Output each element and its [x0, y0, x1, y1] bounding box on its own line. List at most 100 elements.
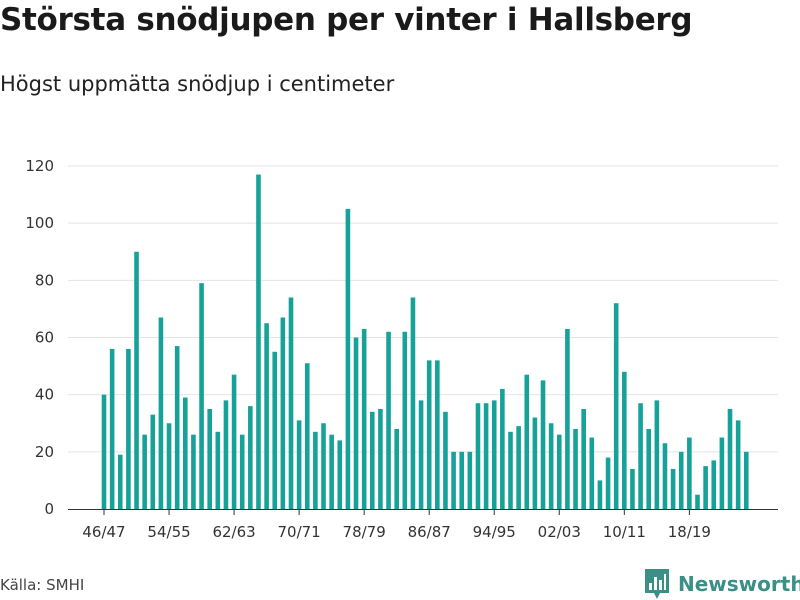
bar — [443, 411, 448, 509]
bar — [231, 374, 237, 509]
brand-logo[interactable]: Newsworthy — [644, 568, 800, 600]
x-tick-label: 94/95 — [473, 523, 516, 541]
x-tick-label: 70/71 — [278, 523, 321, 541]
bar — [191, 434, 196, 509]
source-note: Källa: SMHI — [0, 576, 85, 594]
bar — [467, 451, 473, 509]
bar — [491, 400, 497, 509]
y-tick-label: 80 — [35, 271, 54, 289]
bar — [483, 403, 489, 509]
bar — [589, 437, 595, 509]
bar — [687, 437, 692, 509]
bar — [695, 494, 700, 509]
bar — [475, 403, 481, 509]
bar — [304, 363, 310, 509]
bar — [150, 414, 156, 509]
bar — [670, 468, 676, 509]
bar — [703, 466, 708, 510]
bar — [296, 420, 302, 509]
bar — [540, 380, 546, 510]
bar — [597, 480, 603, 509]
bar — [662, 443, 668, 509]
chart-title: Största snödjupen per vinter i Hallsberg — [0, 2, 693, 38]
bar — [646, 428, 652, 509]
y-tick-label: 0 — [44, 500, 54, 518]
bar — [613, 303, 619, 509]
bar — [426, 360, 432, 509]
bar — [435, 360, 440, 509]
bar — [101, 394, 107, 509]
bar — [556, 434, 562, 509]
bar — [158, 317, 164, 509]
x-tick-label: 54/55 — [147, 523, 190, 541]
bar — [207, 408, 212, 509]
y-tick-label: 40 — [35, 386, 54, 404]
bar — [459, 451, 465, 509]
bar — [337, 440, 343, 509]
bar — [402, 331, 408, 509]
brand-name: Newsworthy — [678, 572, 800, 596]
bar-chart-flag-icon — [645, 569, 669, 599]
bar — [516, 426, 521, 509]
bar — [288, 297, 294, 509]
y-tick-label: 20 — [35, 443, 54, 461]
bar — [378, 408, 383, 509]
bar — [386, 331, 391, 509]
bar — [548, 423, 554, 509]
bar — [109, 348, 115, 509]
bar — [239, 434, 245, 509]
bar — [215, 431, 221, 509]
bar — [199, 283, 204, 509]
bar — [678, 451, 684, 509]
x-tick-label: 02/03 — [538, 523, 581, 541]
bar — [361, 328, 367, 509]
bar — [166, 423, 172, 509]
bar — [727, 408, 733, 509]
bar — [345, 208, 351, 510]
bar — [451, 451, 456, 509]
bar — [711, 460, 717, 509]
bar — [532, 417, 538, 509]
bar — [418, 400, 424, 509]
y-tick-label: 100 — [25, 214, 54, 232]
bar — [735, 420, 741, 509]
bar — [256, 174, 261, 509]
bar — [369, 411, 375, 509]
bar — [353, 337, 359, 509]
bar — [126, 348, 131, 509]
bar — [573, 428, 578, 509]
bar — [500, 388, 505, 509]
bar — [565, 328, 570, 509]
bar — [117, 454, 123, 509]
x-tick-label: 46/47 — [82, 523, 125, 541]
bar — [280, 317, 286, 509]
x-tick-label: 86/87 — [408, 523, 451, 541]
bar — [142, 434, 147, 509]
bar — [719, 437, 725, 509]
chart-subtitle: Högst uppmätta snödjup i centimeter — [0, 72, 395, 96]
x-tick-label: 62/63 — [212, 523, 255, 541]
bar — [248, 406, 253, 509]
bar — [272, 351, 278, 509]
bar — [313, 431, 318, 509]
bar — [410, 297, 416, 509]
bar — [622, 371, 627, 509]
bar — [183, 397, 188, 509]
bar — [329, 434, 334, 509]
bar — [134, 251, 139, 509]
bar — [321, 423, 326, 509]
x-tick-label: 18/19 — [668, 523, 711, 541]
bar — [605, 457, 611, 509]
x-tick-label: 78/79 — [343, 523, 386, 541]
y-tick-label: 60 — [35, 329, 54, 347]
bar — [394, 428, 399, 509]
bar — [264, 323, 269, 509]
y-tick-label: 120 — [25, 157, 54, 175]
bar — [223, 400, 229, 509]
bar — [743, 451, 749, 509]
bar — [638, 403, 643, 509]
bar — [524, 374, 530, 509]
bar — [581, 408, 586, 509]
bar — [508, 431, 513, 509]
